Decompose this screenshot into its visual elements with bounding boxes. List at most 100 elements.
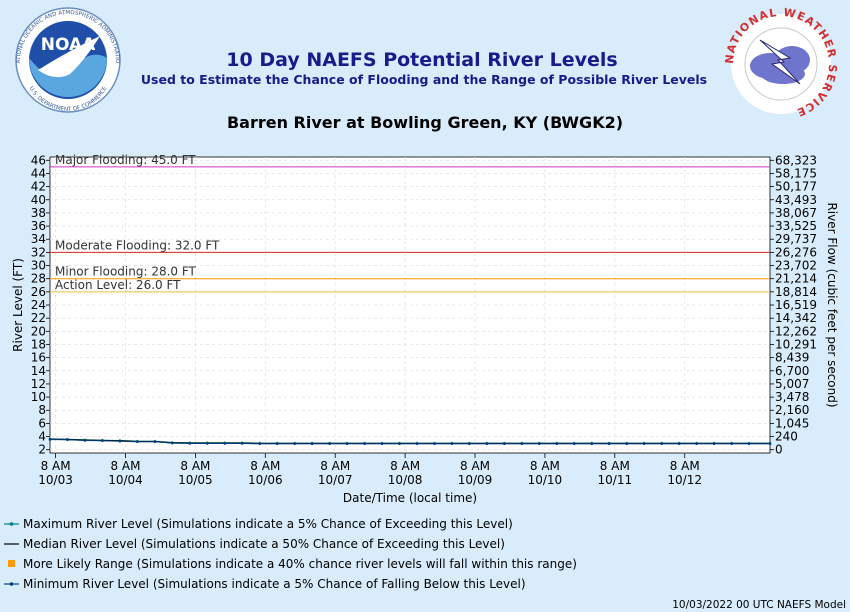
x-tick-date-label: 10/08 <box>388 473 423 487</box>
y-tick-label: 18 <box>31 337 46 351</box>
noaa-logo-icon: NOAA NATIONAL OCEANIC AND ATMOSPHERIC AD… <box>0 0 121 113</box>
series-point-min <box>538 442 541 446</box>
series-point-min <box>677 442 681 446</box>
series-point-min <box>258 442 262 446</box>
series-point-min <box>712 442 716 446</box>
y-tick-label: 6 <box>38 416 46 430</box>
x-tick-date-label: 10/09 <box>458 473 493 487</box>
x-tick-date-label: 10/12 <box>667 473 702 487</box>
y-tick-label: 26 <box>31 285 46 299</box>
legend-label-range: More Likely Range (Simulations indicate … <box>23 557 577 571</box>
series-point-min <box>153 440 157 444</box>
y-tick-label: 4 <box>38 430 46 444</box>
y-tick-label: 2 <box>38 443 46 457</box>
legend-marker-max <box>9 522 14 526</box>
y2-tick-label: 16,519 <box>775 298 817 312</box>
chart-subtitle: Used to Estimate the Chance of Flooding … <box>141 72 707 87</box>
series-point-min <box>275 442 279 446</box>
y2-tick-label: 33,525 <box>775 219 817 233</box>
series-point-min <box>503 442 506 446</box>
y2-tick-label: 23,702 <box>775 259 817 273</box>
y-tick-label: 42 <box>31 180 46 194</box>
y-tick-label: 24 <box>31 298 46 312</box>
series-point-min <box>310 442 314 446</box>
series-point-min <box>468 442 471 446</box>
y2-tick-label: 5,007 <box>775 377 809 391</box>
legend-marker-min <box>9 582 14 586</box>
legend-label-median: Median River Level (Simulations indicate… <box>23 537 505 551</box>
series-point-min <box>206 442 209 445</box>
series-point-min <box>380 442 384 446</box>
y-tick-label: 12 <box>31 377 46 391</box>
series-point-min <box>188 442 192 445</box>
series-point-min <box>83 439 87 442</box>
y2-tick-label: 29,737 <box>775 232 817 246</box>
series-point-min <box>48 438 52 441</box>
y2-tick-label: 18,814 <box>775 285 817 299</box>
x-tick-time-label: 8 AM <box>530 459 560 473</box>
station-name: Barren River at Bowling Green, KY (BWGK2… <box>227 113 623 132</box>
series-point-min <box>240 442 244 445</box>
threshold-label: Minor Flooding: 28.0 FT <box>55 265 197 279</box>
y2-tick-label: 12,262 <box>775 324 817 338</box>
series-point-min <box>66 438 69 442</box>
y2-tick-label: 2,160 <box>775 403 809 417</box>
y2-tick-label: 8,439 <box>775 351 809 365</box>
x-axis-label: Date/Time (local time) <box>343 491 477 505</box>
x-tick-date-label: 10/10 <box>528 473 563 487</box>
series-point-min <box>398 442 401 446</box>
noaa-logo-text: NOAA <box>41 35 96 55</box>
series-point-min <box>136 440 139 444</box>
series-point-min <box>660 442 663 446</box>
series-point-min <box>415 442 419 446</box>
y-tick-label: 28 <box>31 272 46 286</box>
series-point-min <box>171 441 174 445</box>
y-axis-right: 02401,0452,1603,4785,0076,7008,43910,291… <box>770 153 817 457</box>
y-tick-label: 30 <box>31 259 46 273</box>
x-tick-date-label: 10/04 <box>108 473 143 487</box>
x-tick-time-label: 8 AM <box>600 459 630 473</box>
x-tick-time-label: 8 AM <box>320 459 350 473</box>
x-tick-time-label: 8 AM <box>110 459 140 473</box>
y2-tick-label: 1,045 <box>775 416 809 430</box>
x-tick-date-label: 10/07 <box>318 473 353 487</box>
legend-label-max: Maximum River Level (Simulations indicat… <box>23 517 513 531</box>
y2-tick-label: 50,177 <box>775 180 817 194</box>
series-point-min <box>590 442 593 446</box>
threshold-label: Moderate Flooding: 32.0 FT <box>55 238 220 252</box>
series-point-min <box>433 442 436 446</box>
x-tick-time-label: 8 AM <box>250 459 280 473</box>
series-point-min <box>328 442 331 446</box>
series-point-min <box>293 442 297 446</box>
y2-tick-label: 0 <box>775 443 783 457</box>
x-tick-time-label: 8 AM <box>460 459 490 473</box>
y2-tick-label: 10,291 <box>775 337 817 351</box>
series-point-min <box>573 442 576 446</box>
series-point-min <box>625 442 628 446</box>
series-point-min <box>345 442 349 446</box>
series-point-min <box>485 442 489 446</box>
y-tick-label: 38 <box>31 206 46 220</box>
y-tick-label: 46 <box>31 153 46 167</box>
series-point-min <box>695 442 698 446</box>
series-point-min <box>730 442 733 446</box>
x-tick-date-label: 10/05 <box>178 473 213 487</box>
y-tick-label: 10 <box>31 390 46 404</box>
x-tick-date-label: 10/03 <box>38 473 73 487</box>
y2-tick-label: 240 <box>775 430 798 444</box>
y2-tick-label: 43,493 <box>775 193 817 207</box>
threshold-label: Action Level: 26.0 FT <box>55 278 181 292</box>
y2-tick-label: 58,175 <box>775 166 817 180</box>
y-tick-label: 22 <box>31 311 46 325</box>
y-tick-label: 14 <box>31 364 46 378</box>
y2-tick-label: 68,323 <box>775 153 817 167</box>
series-point-min <box>363 442 366 446</box>
threshold-layer: Major Flooding: 45.0 FT Moderate Flooding… <box>50 153 770 293</box>
y2-tick-label: 14,342 <box>775 311 817 325</box>
y-tick-label: 16 <box>31 351 46 365</box>
y2-tick-label: 21,214 <box>775 272 817 286</box>
series-point-min <box>555 442 559 446</box>
chart-title: 10 Day NAEFS Potential River Levels <box>226 49 617 71</box>
